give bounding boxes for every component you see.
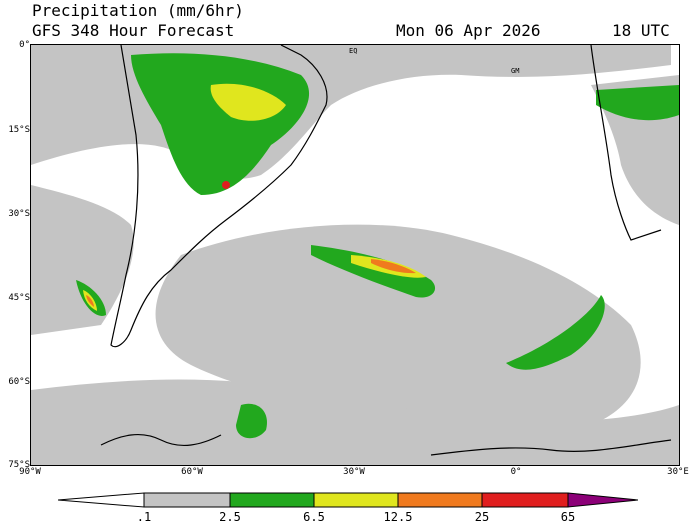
amazon-heavy-rain [210,83,286,121]
greenwich-label: GM [511,67,519,75]
front-core-rain [371,259,416,274]
legend-segment-0 [58,492,145,508]
lon-tick-30w: 30°W [343,467,365,477]
lon-tick-60w: 60°W [181,467,203,477]
legend-segment-4 [397,492,483,508]
patagonia-core-rain [86,295,94,307]
south-atlantic-cyclone-rain [155,224,641,433]
lat-tick-30s: 30°S [8,209,30,219]
legend-label-5: 65 [560,510,576,524]
legend-segment-6 [567,492,638,508]
lat-tick-0: 0° [19,40,30,50]
africa-coastline [590,45,662,241]
legend-segment-3 [313,492,399,508]
legend-label-3: 12.5 [383,510,413,524]
legend-segment-2 [229,492,315,508]
map-canvas: EQ GM [31,45,679,465]
southern-rain-patch [236,403,267,439]
extreme-precip-areas [222,181,230,189]
equator-label: EQ [349,47,357,55]
lat-tick-60s: 60°S [8,377,30,387]
extreme-cell [222,181,230,189]
lat-tick-15s: 15°S [8,125,30,135]
amazon-rain-core [131,53,310,196]
lon-tick-0: 0° [510,467,522,477]
antarctica-coastline [430,439,672,456]
forecast-time: 18 UTC [612,21,670,40]
legend-segment-5 [481,492,569,508]
lon-tick-90w: 90°W [19,467,41,477]
coastlines [100,45,672,456]
lat-tick-45s: 45°S [8,293,30,303]
map-title: Precipitation (mm/6hr) [32,1,244,20]
atlantic-front-rain [311,245,436,298]
moderate-precip-areas [76,53,679,439]
very-heavy-precip-areas [86,259,416,307]
forecast-date: Mon 06 Apr 2026 [396,21,541,40]
legend-label-2: 6.5 [303,510,325,524]
legend-label-1: 2.5 [219,510,241,524]
legend-segment-1 [143,492,231,508]
southern-ocean-rain [31,379,679,465]
cyclone-tail-rain [506,295,605,370]
legend-label-0: .1 [136,510,152,524]
southeast-pacific-rain [31,185,134,335]
precipitation-map: EQ GM [30,44,680,466]
precip-legend [58,492,638,508]
lon-tick-30e: 30°E [667,467,689,477]
map-subtitle: GFS 348 Hour Forecast [32,21,235,40]
africa-tropical-rain [596,85,679,121]
antarctic-peninsula-coastline [100,434,222,446]
tropical-rain-band [31,45,671,179]
legend-label-4: 25 [474,510,490,524]
lat-tick-75s: 75°S [8,460,30,470]
south-america-coastline [110,45,328,348]
